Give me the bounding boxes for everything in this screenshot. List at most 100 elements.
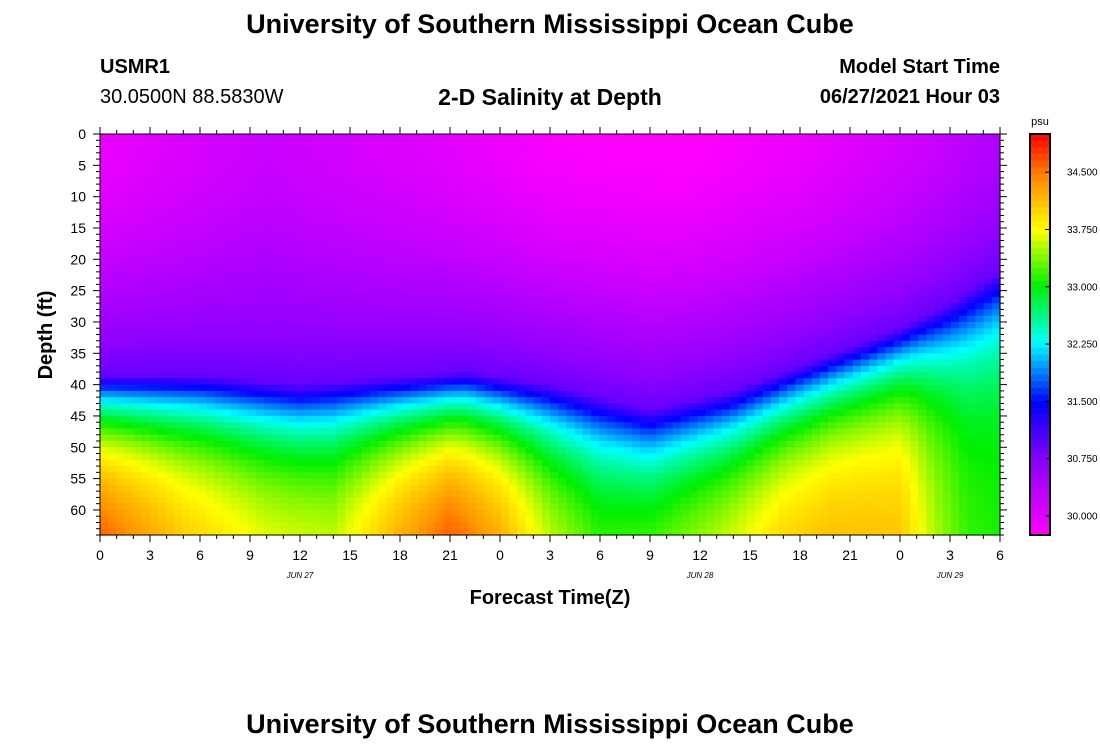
heatmap-cell — [345, 334, 355, 342]
heatmap-cell — [828, 253, 837, 260]
heatmap-cell — [280, 403, 289, 411]
heatmap-cell — [582, 315, 592, 323]
heatmap-cell — [885, 253, 895, 260]
heatmap-cell — [255, 290, 265, 298]
heatmap-cell — [820, 215, 829, 223]
heatmap-cell — [460, 384, 469, 392]
heatmap-cell — [378, 196, 387, 204]
heatmap-cell — [836, 134, 846, 141]
heatmap-cell — [517, 209, 527, 217]
heatmap-cell — [770, 321, 780, 329]
heatmap-cell — [247, 309, 257, 317]
heatmap-cell — [607, 221, 617, 229]
heatmap-cell — [836, 202, 846, 210]
heatmap-cell — [329, 221, 338, 229]
heatmap-cell — [672, 202, 682, 210]
heatmap-cell — [386, 353, 396, 361]
heatmap-cell — [918, 190, 927, 198]
heatmap-cell — [541, 253, 551, 260]
heatmap-cell — [361, 415, 371, 423]
heatmap-cell — [525, 321, 535, 329]
heatmap-cell — [574, 384, 584, 392]
heatmap-cell — [926, 321, 936, 329]
heatmap-cell — [312, 140, 322, 148]
heatmap-cell — [402, 140, 412, 148]
heatmap-cell — [697, 246, 707, 254]
heatmap-cell — [402, 409, 412, 417]
heatmap-cell — [361, 328, 371, 336]
heatmap-cell — [811, 221, 821, 229]
heatmap-cell — [108, 403, 117, 411]
heatmap-cell — [337, 309, 347, 317]
heatmap-cell — [983, 296, 993, 304]
heatmap-cell — [100, 240, 109, 248]
heatmap-cell — [108, 409, 117, 417]
heatmap-cell — [492, 271, 502, 279]
heatmap-cell — [247, 171, 257, 179]
heatmap-cell — [198, 321, 207, 329]
heatmap-cell — [271, 309, 281, 317]
heatmap-cell — [509, 321, 518, 329]
heatmap-cell — [239, 152, 248, 160]
heatmap-cell — [247, 365, 257, 373]
heatmap-cell — [803, 271, 813, 279]
heatmap-cell — [181, 378, 191, 386]
heatmap-cell — [795, 202, 805, 210]
heatmap-cell — [222, 309, 232, 317]
heatmap-cell — [132, 278, 142, 285]
heatmap-cell — [893, 209, 903, 217]
heatmap-cell — [132, 359, 142, 367]
heatmap-cell — [607, 321, 617, 329]
heatmap-cell — [721, 253, 731, 260]
heatmap-cell — [271, 159, 281, 166]
heatmap-cell — [533, 215, 543, 223]
heatmap-cell — [222, 384, 232, 392]
heatmap-cell — [713, 134, 723, 141]
heatmap-cell — [738, 184, 747, 191]
heatmap-cell — [419, 378, 428, 386]
heatmap-cell — [574, 253, 584, 260]
heatmap-cell — [656, 196, 666, 204]
heatmap-cell — [582, 340, 592, 348]
heatmap-cell — [942, 347, 952, 354]
heatmap-cell — [787, 159, 797, 166]
heatmap-cell — [157, 378, 167, 386]
heatmap-cell — [468, 384, 477, 392]
heatmap-cell — [599, 384, 608, 392]
heatmap-cell — [631, 165, 641, 173]
heatmap-cell — [304, 365, 314, 373]
heatmap-cell — [394, 227, 404, 235]
heatmap-cell — [844, 359, 854, 367]
heatmap-cell — [762, 221, 772, 229]
heatmap-cell — [255, 209, 265, 217]
heatmap-cell — [222, 409, 232, 417]
heatmap-cell — [828, 171, 837, 179]
heatmap-cell — [190, 321, 199, 329]
heatmap-cell — [803, 171, 813, 179]
heatmap-cell — [533, 278, 543, 285]
heatmap-cell — [157, 353, 167, 361]
heatmap-cell — [370, 334, 379, 342]
heatmap-cell — [910, 353, 919, 361]
heatmap-cell — [468, 397, 477, 405]
heatmap-cell — [574, 278, 584, 285]
heatmap-cell — [214, 321, 224, 329]
heatmap-cell — [100, 140, 109, 148]
heatmap-cell — [492, 202, 502, 210]
heatmap-cell — [885, 315, 895, 323]
heatmap-cell — [648, 365, 657, 373]
heatmap-cell — [975, 159, 985, 166]
heatmap-cell — [893, 378, 903, 386]
heatmap-cell — [239, 240, 248, 248]
heatmap-cell — [574, 240, 584, 248]
heatmap-cell — [239, 196, 248, 204]
heatmap-cell — [648, 284, 657, 292]
heatmap-cell — [975, 259, 985, 267]
heatmap-cell — [460, 309, 469, 317]
heatmap-cell — [484, 359, 494, 367]
heatmap-cell — [615, 359, 625, 367]
heatmap-cell — [664, 184, 674, 191]
heatmap-cell — [640, 159, 649, 166]
heatmap-cell — [198, 403, 207, 411]
heatmap-cell — [550, 321, 559, 329]
